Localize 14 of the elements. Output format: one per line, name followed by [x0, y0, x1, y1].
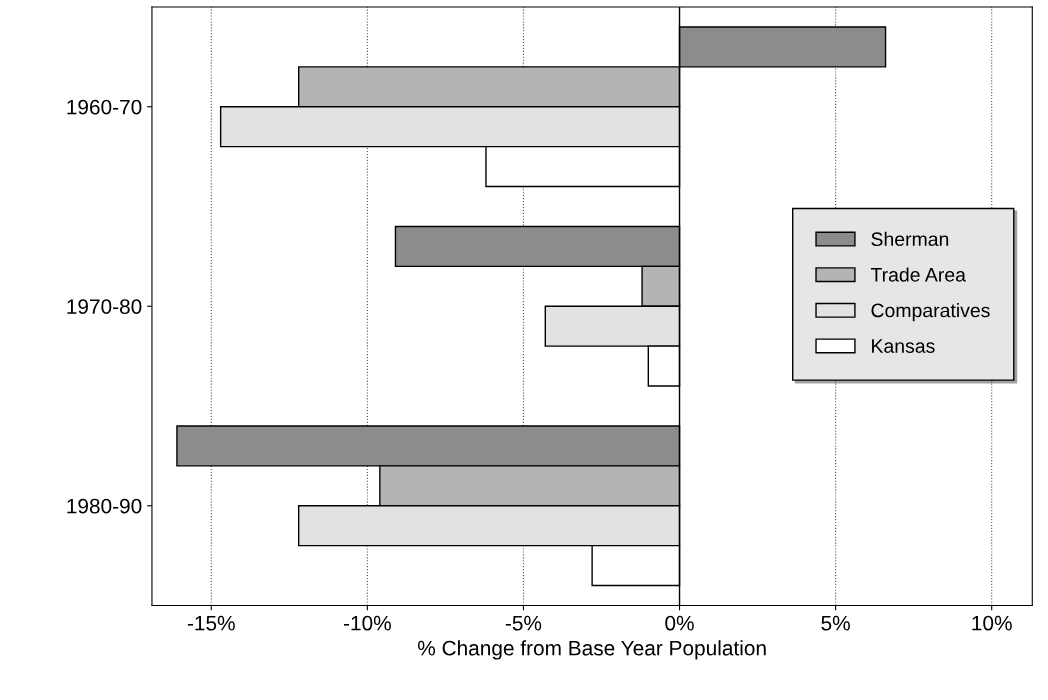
x-tick-label: -15%: [187, 615, 235, 631]
y-tick-label: 1960-70: [67, 99, 142, 115]
x-tick-label: -10%: [343, 615, 391, 631]
legend-label: Comparatives: [871, 303, 990, 322]
x-tick-label: 0%: [665, 615, 694, 631]
x-axis-title: % Change from Base Year Population: [417, 640, 766, 660]
legend-label: Trade Area: [870, 267, 966, 282]
x-tick-label: -5%: [505, 615, 542, 631]
legend-label: Sherman: [871, 231, 949, 247]
y-tick-label: 1970-80: [67, 299, 142, 314]
x-tick-label: 5%: [821, 615, 850, 631]
legend-label: Kansas: [872, 339, 935, 353]
x-tick-label: 10%: [972, 615, 1012, 631]
y-tick-label: 1980-90: [67, 498, 142, 514]
